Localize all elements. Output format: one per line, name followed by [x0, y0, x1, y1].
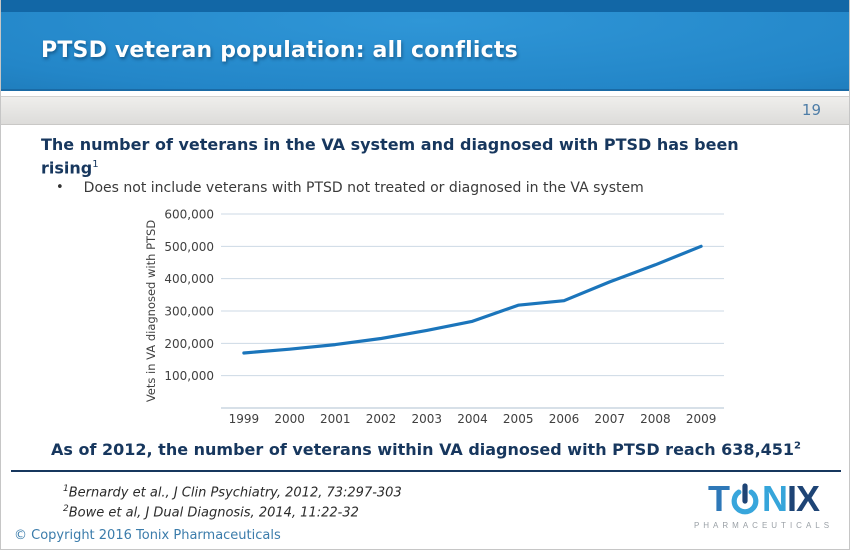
bullet-text: Does not include veterans with PTSD not …	[83, 180, 644, 196]
ptsd-trend-line-chart: 100,000 200,000 300,000 400,000 500,000 600,0…	[144, 208, 724, 426]
bullet-item: • Does not include veterans with PTSD no…	[56, 179, 816, 197]
page-number-bar: 19	[1, 96, 849, 125]
x-tick-label: 2002	[366, 412, 397, 426]
logo-subtitle: PHARMACEUTICALS	[693, 521, 834, 530]
x-tick-label: 2005	[503, 412, 534, 426]
x-tick-label: 2009	[686, 412, 717, 426]
statement-footnote-ref: 2	[794, 440, 802, 452]
x-tick-label: 2008	[640, 412, 671, 426]
heading-footnote-ref: 1	[92, 159, 99, 170]
x-tick-label: 1999	[229, 412, 260, 426]
x-tick-label: 2001	[320, 412, 351, 426]
y-tick-label: 200,000	[164, 337, 214, 351]
logo-letter-t: T	[707, 478, 730, 519]
header-top-strip	[1, 0, 849, 12]
y-tick-label: 600,000	[164, 208, 214, 222]
y-tick-label: 500,000	[164, 240, 214, 254]
slide-title: PTSD veteran population: all conflicts	[41, 38, 518, 63]
copyright-notice: © Copyright 2016 Tonix Pharmaceuticals	[14, 528, 281, 543]
y-tick-label: 300,000	[164, 305, 214, 319]
page-number: 19	[801, 101, 821, 119]
y-axis-title: Vets in VA diagnosed with PTSD	[144, 220, 158, 402]
heading-line-2: rising1	[41, 158, 99, 178]
bullet-icon: •	[56, 180, 64, 195]
x-tick-label: 2006	[549, 412, 580, 426]
series-line	[242, 244, 703, 355]
divider-rule	[11, 470, 841, 472]
footnotes: 1Bernardy et al., J Clin Psychiatry, 201…	[63, 481, 402, 522]
x-tick-label: 2004	[457, 412, 488, 426]
tonix-logo: T N I X PHARMACEUTICALS	[681, 478, 846, 531]
logo-letter-n: N	[761, 478, 788, 519]
slide-heading: The number of veterans in the VA system …	[41, 135, 826, 178]
tonix-logo-word: T N I X	[681, 478, 846, 520]
heading-line-1: The number of veterans in the VA system …	[41, 135, 739, 154]
footnote-1: 1Bernardy et al., J Clin Psychiatry, 201…	[63, 484, 402, 501]
logo-letter-i: I	[786, 478, 797, 519]
chart-area: 100,000 200,000 300,000 400,000 500,000 600,0…	[141, 198, 761, 438]
x-tick-label: 2003	[412, 412, 443, 426]
power-button-icon	[731, 483, 759, 515]
y-tick-label: 100,000	[164, 369, 214, 383]
y-tick-label: 400,000	[164, 272, 214, 286]
slide-header: PTSD veteran population: all conflicts	[1, 12, 849, 91]
x-tick-label: 2007	[594, 412, 625, 426]
summary-statement: As of 2012, the number of veterans withi…	[50, 440, 802, 459]
logo-letter-x: X	[796, 478, 820, 519]
footnote-2: 2Bowe et al, J Dual Diagnosis, 2014, 11:…	[63, 504, 359, 521]
x-tick-label: 2000	[274, 412, 305, 426]
